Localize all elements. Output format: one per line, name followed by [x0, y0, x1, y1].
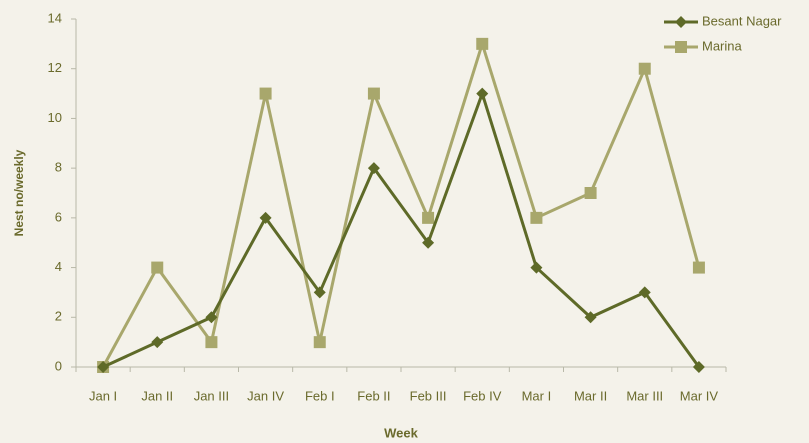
- point: [476, 37, 489, 50]
- point: [367, 87, 380, 100]
- x-tick-label: Mar II: [574, 388, 607, 403]
- point: [638, 286, 651, 299]
- point: [205, 336, 218, 349]
- x-axis-label: Week: [384, 425, 418, 440]
- point: [530, 261, 543, 274]
- point: [151, 261, 164, 274]
- y-tick-label: 6: [55, 209, 62, 224]
- legend-marker: [675, 16, 687, 28]
- point: [422, 236, 435, 249]
- x-tick-label: Feb IV: [463, 388, 502, 403]
- x-tick-label: Jan III: [194, 388, 229, 403]
- x-tick-label: Mar IV: [680, 388, 719, 403]
- x-tick-label: Mar I: [522, 388, 552, 403]
- point: [313, 286, 326, 299]
- series-line: [101, 38, 701, 368]
- y-tick-label: 0: [55, 358, 62, 373]
- x-tick-label: Jan II: [141, 388, 173, 403]
- point: [367, 162, 380, 175]
- y-tick-label: 12: [48, 60, 62, 75]
- x-tick-label: Feb III: [410, 388, 447, 403]
- point: [313, 336, 326, 349]
- y-tick-label: 4: [55, 259, 62, 274]
- point: [584, 187, 597, 199]
- legend-marker: [675, 41, 687, 53]
- point: [584, 311, 597, 324]
- y-axis-label: Nest no/weekly: [12, 149, 26, 236]
- legend-label: Besant Nagar: [702, 13, 782, 28]
- point: [692, 261, 705, 274]
- series-line: [102, 88, 701, 369]
- y-tick-label: 2: [55, 309, 62, 324]
- y-tick-label: 10: [48, 110, 62, 125]
- point: [476, 87, 489, 100]
- point: [422, 211, 435, 224]
- point: [97, 361, 110, 373]
- x-tick-label: Jan I: [89, 388, 117, 403]
- point: [530, 211, 543, 224]
- point: [259, 87, 272, 100]
- point: [692, 361, 705, 373]
- x-tick-label: Feb I: [305, 388, 335, 403]
- x-tick-label: Mar III: [626, 388, 663, 403]
- point: [259, 211, 272, 224]
- y-tick-label: 14: [48, 10, 62, 25]
- x-tick-label: Jan IV: [247, 388, 284, 403]
- point: [205, 311, 218, 324]
- legend-label: Marina: [702, 38, 743, 53]
- point: [151, 336, 164, 349]
- point: [638, 62, 651, 75]
- x-tick-label: Feb II: [357, 388, 390, 403]
- y-tick-label: 8: [55, 160, 62, 175]
